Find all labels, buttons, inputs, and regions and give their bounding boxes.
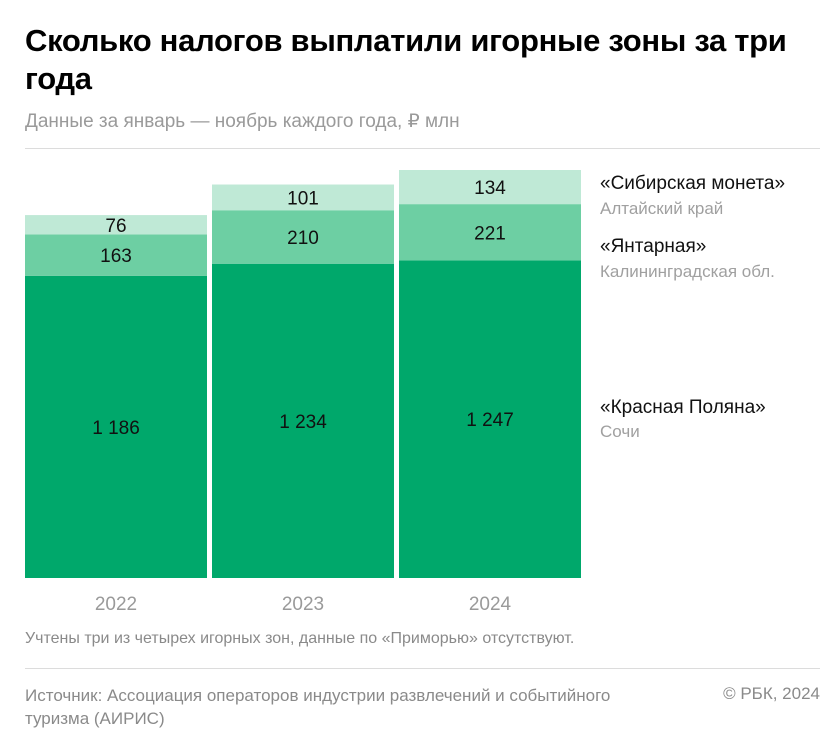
legend-name-yantarnaya: «Янтарная» — [600, 236, 707, 257]
source-text: Источник: Ассоциация операторов индустри… — [25, 686, 611, 728]
top-divider — [25, 148, 820, 149]
value-label-krasnaya-2022: 1 186 — [92, 418, 140, 439]
footnote: Учтены три из четырех игорных зон, данны… — [25, 630, 575, 647]
chart-title: Сколько налогов выплатили игорные зоны з… — [25, 23, 787, 96]
chart-subtitle: Данные за январь — ноябрь каждого года, … — [25, 111, 460, 132]
bar-yantarnaya-2023 — [212, 210, 394, 264]
bar-krasnaya-2022 — [25, 275, 207, 578]
bar-sibirskaya-2022 — [25, 215, 207, 235]
x-tick-label-2023: 2023 — [282, 594, 324, 615]
bar-sibirskaya-2023 — [212, 184, 394, 211]
bar-krasnaya-2024 — [399, 260, 581, 578]
legend-region-sibirskaya: Алтайский край — [600, 199, 724, 218]
copyright: © РБК, 2024 — [723, 684, 820, 703]
bottom-divider — [25, 668, 820, 669]
legend-region-yantarnaya: Калининградская обл. — [600, 262, 775, 281]
value-label-sibirskaya-2023: 101 — [287, 188, 319, 209]
x-tick-label-2024: 2024 — [469, 594, 512, 615]
bar-yantarnaya-2022 — [25, 234, 207, 276]
value-label-sibirskaya-2024: 134 — [474, 178, 506, 199]
value-label-sibirskaya-2022: 76 — [105, 216, 126, 237]
value-label-yantarnaya-2024: 221 — [474, 223, 506, 244]
x-tick-label-2022: 2022 — [95, 594, 137, 615]
value-label-krasnaya-2023: 1 234 — [279, 412, 327, 433]
bar-sibirskaya-2024 — [399, 170, 581, 205]
legend-region-krasnaya: Сочи — [600, 422, 640, 441]
bar-krasnaya-2023 — [212, 263, 394, 578]
value-label-yantarnaya-2023: 210 — [287, 228, 319, 249]
bar-yantarnaya-2024 — [399, 204, 581, 261]
value-label-krasnaya-2024: 1 247 — [466, 410, 514, 431]
value-label-yantarnaya-2022: 163 — [100, 246, 132, 267]
stacked-bar-chart: 1 186 163 76 2022 1 234 210 101 2023 1 247 221 134… — [25, 170, 581, 615]
legend-name-krasnaya: «Красная Поляна» — [600, 397, 766, 418]
legend-name-sibirskaya: «Сибирская монета» — [600, 173, 786, 194]
